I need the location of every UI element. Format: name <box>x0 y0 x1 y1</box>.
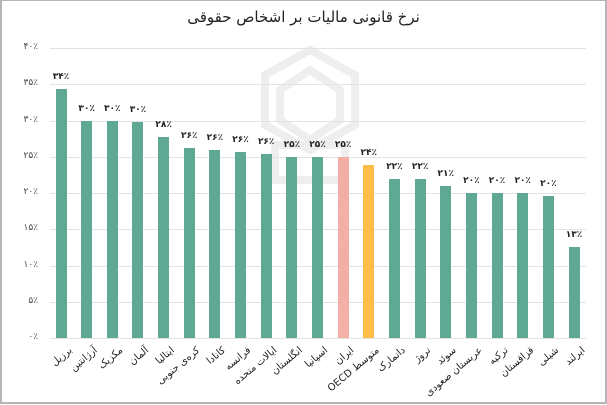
value-label: ۲۲٪ <box>386 161 403 172</box>
value-label: ۲۵٪ <box>334 139 352 150</box>
value-label: ۳۰٪ <box>129 104 147 115</box>
x-tick-label: دانمارک <box>375 345 408 375</box>
bar <box>568 247 580 338</box>
gridline <box>50 338 586 339</box>
bar <box>465 193 477 338</box>
x-tick-label: اسپانیا <box>303 345 331 371</box>
bar <box>106 120 118 338</box>
value-label: ۳۴٪ <box>52 71 70 82</box>
value-label: ۲۰٪ <box>514 176 531 186</box>
y-tick-label: ۰٪ <box>28 332 38 342</box>
y-tick-label: ۵٪ <box>28 295 38 306</box>
value-label: ۲۶٪ <box>257 136 275 147</box>
value-label: ۱۳٪ <box>565 230 583 241</box>
value-label: ۲۵٪ <box>283 139 301 150</box>
value-label: ۲۱٪ <box>437 168 454 179</box>
value-label: ۲۰٪ <box>463 176 480 186</box>
bar <box>388 178 400 338</box>
value-label: ۲۸٪ <box>155 120 172 131</box>
bar <box>55 88 67 338</box>
y-tick-label: ۲۰٪ <box>23 187 38 197</box>
bar <box>158 137 170 338</box>
bar <box>81 120 93 338</box>
value-label: ۲۶٪ <box>232 135 249 146</box>
value-label: ۲۲٪ <box>411 161 429 172</box>
bar <box>440 185 452 338</box>
value-label: ۲۶٪ <box>181 131 198 142</box>
y-tick-label: ۳۵٪ <box>23 78 38 89</box>
x-tick-label: نروژ <box>412 345 434 365</box>
value-label: ۳۰٪ <box>78 103 95 114</box>
value-label: ۲۰٪ <box>540 178 557 189</box>
gridline <box>50 120 586 122</box>
gridline <box>50 48 586 49</box>
x-tick-label: مکزیک <box>96 345 126 372</box>
x-tick-label: آرژانتین <box>68 345 100 374</box>
bar <box>260 153 272 338</box>
bar <box>517 193 529 338</box>
value-label: ۲۶٪ <box>206 132 224 143</box>
chart-title: نرخ قانونی مالیات بر اشخاص حقوقی <box>187 8 420 26</box>
x-tick-label: شیلی <box>536 345 562 369</box>
bar <box>337 156 349 338</box>
bar <box>312 156 323 338</box>
bar <box>132 121 144 338</box>
y-tick-label: ۱۰٪ <box>23 259 38 270</box>
x-tick-label: آلمان <box>127 345 152 368</box>
y-tick-label: ۳۰٪ <box>23 114 38 125</box>
bar <box>491 193 503 338</box>
gridline <box>50 84 586 86</box>
value-label: ۳۰٪ <box>104 103 121 114</box>
bar <box>414 178 426 338</box>
value-label: ۲۰٪ <box>488 176 506 186</box>
bar <box>209 149 221 338</box>
bar <box>542 195 554 338</box>
y-tick-label: ۲۵٪ <box>23 150 38 161</box>
value-label: ۲۵٪ <box>309 139 326 150</box>
value-label: ۲۴٪ <box>360 148 378 159</box>
bar <box>235 152 247 338</box>
bar <box>363 165 375 338</box>
y-tick-label: ۱۵٪ <box>23 223 38 234</box>
bar <box>286 156 298 338</box>
x-tick-label: ایرلند <box>562 345 588 368</box>
y-tick-label: ۴۰٪ <box>23 42 38 52</box>
bar <box>183 148 195 338</box>
